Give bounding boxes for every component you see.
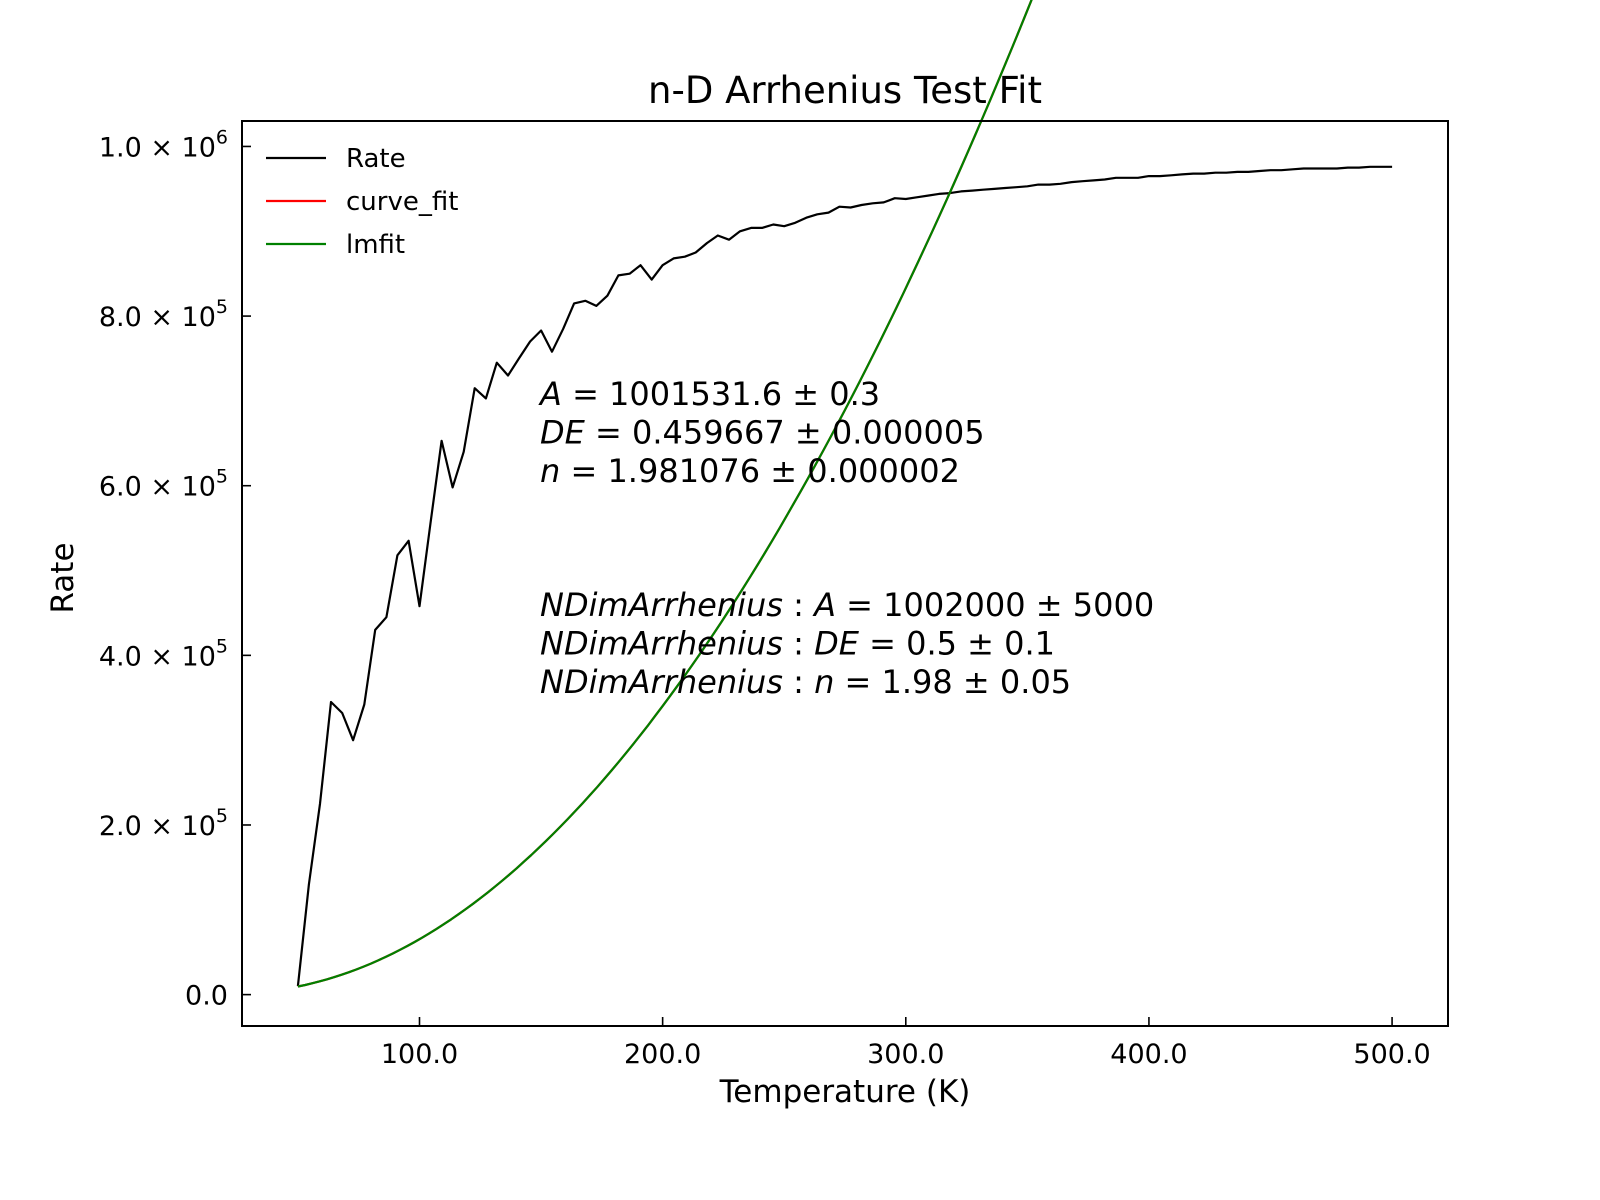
- annotation-prefix: NDimArrhenius: [540, 625, 783, 663]
- y-tick-mantissa: 8.0 × 10: [99, 302, 216, 333]
- x-axis-label: Temperature (K): [719, 1074, 971, 1110]
- annotation-symbol: n: [814, 663, 834, 701]
- annotation-line: NDimArrhenius : DE = 0.5 ± 0.1: [540, 625, 1055, 663]
- fit-annotations: A = 1001531.6 ± 0.3DE = 0.459667 ± 0.000…: [538, 375, 1154, 701]
- y-tick-exponent: 5: [216, 805, 228, 827]
- y-tick-label: 6.0 × 105: [99, 466, 228, 503]
- x-tick-label: 100.0: [381, 1039, 458, 1070]
- annotation-value: = 1.98 ± 0.05: [834, 663, 1071, 701]
- x-tick-label: 400.0: [1110, 1039, 1187, 1070]
- legend-label-curve-fit: curve_fit: [346, 187, 458, 217]
- chart-title: n-D Arrhenius Test Fit: [648, 69, 1042, 112]
- annotation-colon: :: [783, 586, 814, 624]
- series-line-rate: [296, 165, 1393, 987]
- series-layer: [296, 0, 1393, 988]
- x-axis: 100.0 200.0 300.0 400.0 500.0: [381, 1017, 1431, 1070]
- y-tick-mantissa: 2.0 × 10: [99, 811, 216, 842]
- y-tick-exponent: 5: [216, 296, 228, 318]
- annotation-value: = 1002000 ± 5000: [836, 586, 1154, 624]
- annotation-colon: :: [783, 625, 814, 663]
- annotation-prefix: NDimArrhenius: [540, 663, 783, 701]
- legend-label-lmfit: lmfit: [346, 230, 405, 260]
- annotation-value: = 0.5 ± 0.1: [859, 625, 1055, 663]
- y-tick-mantissa: 6.0 × 10: [99, 472, 216, 503]
- annotation-line: A = 1001531.6 ± 0.3: [538, 375, 880, 413]
- plot-area: [241, 0, 1449, 1027]
- y-axis-label: Rate: [45, 542, 81, 613]
- series-line-lmfit: [297, 0, 1033, 988]
- y-tick-label: 8.0 × 105: [99, 296, 228, 333]
- annotation-prefix: NDimArrhenius: [540, 586, 783, 624]
- annotation-symbol: DE: [814, 625, 860, 663]
- annotation-line: NDimArrhenius : A = 1002000 ± 5000: [540, 586, 1154, 624]
- annotation-value: = 1.981076 ± 0.000002: [560, 452, 960, 490]
- annotation-line: NDimArrhenius : n = 1.98 ± 0.05: [540, 663, 1071, 701]
- annotation-symbol: A: [538, 375, 562, 413]
- y-tick-exponent: 5: [216, 466, 228, 488]
- axes-frame: [241, 120, 1449, 1027]
- annotation-value: = 0.459667 ± 0.000005: [585, 414, 985, 452]
- annotation-symbol: n: [540, 452, 560, 490]
- x-tick-label: 300.0: [867, 1039, 944, 1070]
- annotation-symbol: DE: [540, 414, 586, 452]
- x-tick-label: 200.0: [624, 1039, 701, 1070]
- y-tick-label: 0.0: [185, 981, 228, 1012]
- y-tick-label: 4.0 × 105: [99, 635, 228, 672]
- annotation-value: = 1001531.6 ± 0.3: [562, 375, 880, 413]
- y-tick-mantissa: 4.0 × 10: [99, 641, 216, 672]
- y-tick-mantissa: 1.0 × 10: [99, 132, 216, 163]
- y-tick-label: 2.0 × 105: [99, 805, 228, 842]
- y-tick-label: 1.0 × 106: [99, 126, 228, 163]
- legend-label-rate: Rate: [346, 144, 406, 174]
- x-tick-label: 500.0: [1353, 1039, 1430, 1070]
- y-tick-exponent: 5: [216, 635, 228, 657]
- annotation-symbol: A: [812, 586, 836, 624]
- annotation-line: DE = 0.459667 ± 0.000005: [540, 414, 985, 452]
- y-tick-mantissa: 0.0: [185, 981, 228, 1012]
- annotation-line: n = 1.981076 ± 0.000002: [540, 452, 960, 490]
- annotation-colon: :: [783, 663, 814, 701]
- y-tick-exponent: 6: [216, 126, 228, 148]
